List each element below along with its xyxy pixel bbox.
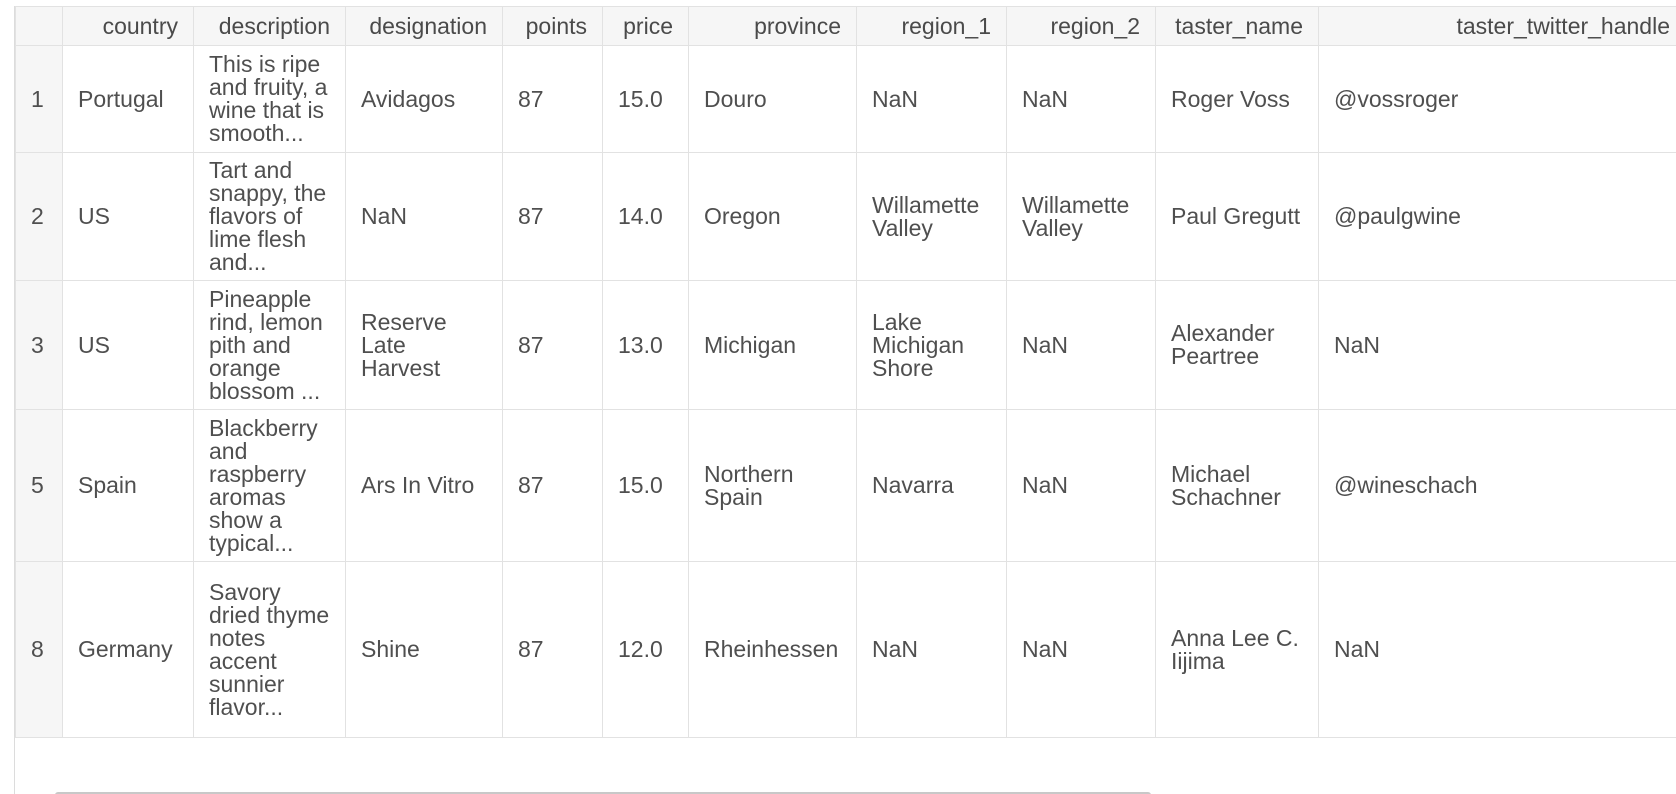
cell-taster-twitter-handle: @wineschach bbox=[1318, 409, 1676, 562]
cell-taster-twitter-handle: @vossroger bbox=[1318, 45, 1676, 153]
cell-taster-name: Anna Lee C. Iijima bbox=[1155, 561, 1319, 738]
column-header-description[interactable]: description bbox=[193, 6, 346, 46]
cell-region-1: Navarra bbox=[856, 409, 1007, 562]
cell-country: US bbox=[62, 152, 194, 281]
cell-region-1: Willamette Valley bbox=[856, 152, 1007, 281]
column-header-region-2[interactable]: region_2 bbox=[1006, 6, 1156, 46]
cell-province: Northern Spain bbox=[688, 409, 857, 562]
cell-description: Savory dried thyme notes accent sunnier … bbox=[193, 561, 346, 738]
column-header-price[interactable]: price bbox=[602, 6, 689, 46]
column-header-designation[interactable]: designation bbox=[345, 6, 503, 46]
cell-taster-twitter-handle: @paulgwine bbox=[1318, 152, 1676, 281]
cell-price: 13.0 bbox=[602, 280, 689, 410]
cell-province: Rheinhessen bbox=[688, 561, 857, 738]
row-index: 2 bbox=[15, 152, 63, 281]
cell-points: 87 bbox=[502, 45, 603, 153]
cell-points: 87 bbox=[502, 561, 603, 738]
cell-designation: NaN bbox=[345, 152, 503, 281]
cell-province: Douro bbox=[688, 45, 857, 153]
header-row: country description designation points p… bbox=[15, 6, 1676, 46]
dataframe-table: country description designation points p… bbox=[15, 6, 1676, 738]
cell-points: 87 bbox=[502, 409, 603, 562]
table-row: 5 Spain Blackberry and raspberry aromas … bbox=[15, 409, 1676, 562]
horizontal-scrollbar[interactable] bbox=[55, 792, 1151, 794]
column-header-taster-twitter-handle[interactable]: taster_twitter_handle bbox=[1318, 6, 1676, 46]
cell-points: 87 bbox=[502, 280, 603, 410]
cell-country: Germany bbox=[62, 561, 194, 738]
row-index: 1 bbox=[15, 45, 63, 153]
column-header-country[interactable]: country bbox=[62, 6, 194, 46]
cell-price: 14.0 bbox=[602, 152, 689, 281]
cell-designation: Shine bbox=[345, 561, 503, 738]
cell-region-2: NaN bbox=[1006, 280, 1156, 410]
row-index: 3 bbox=[15, 280, 63, 410]
cell-designation: Reserve Late Harvest bbox=[345, 280, 503, 410]
cell-country: Portugal bbox=[62, 45, 194, 153]
cell-region-2: Willamette Valley bbox=[1006, 152, 1156, 281]
cell-region-1: NaN bbox=[856, 561, 1007, 738]
cell-region-2: NaN bbox=[1006, 409, 1156, 562]
table-row: 1 Portugal This is ripe and fruity, a wi… bbox=[15, 45, 1676, 153]
row-index: 8 bbox=[15, 561, 63, 738]
dataframe-view: country description designation points p… bbox=[14, 6, 1676, 794]
column-header-province[interactable]: province bbox=[688, 6, 857, 46]
cell-taster-twitter-handle: NaN bbox=[1318, 561, 1676, 738]
cell-taster-twitter-handle: NaN bbox=[1318, 280, 1676, 410]
cell-region-2: NaN bbox=[1006, 561, 1156, 738]
cell-price: 15.0 bbox=[602, 409, 689, 562]
cell-description: Blackberry and raspberry aromas show a t… bbox=[193, 409, 346, 562]
column-header-region-1[interactable]: region_1 bbox=[856, 6, 1007, 46]
row-index: 5 bbox=[15, 409, 63, 562]
table-row: 2 US Tart and snappy, the flavors of lim… bbox=[15, 152, 1676, 281]
index-header bbox=[15, 6, 63, 46]
cell-region-1: Lake Michigan Shore bbox=[856, 280, 1007, 410]
cell-taster-name: Michael Schachner bbox=[1155, 409, 1319, 562]
cell-taster-name: Alexander Peartree bbox=[1155, 280, 1319, 410]
cell-designation: Avidagos bbox=[345, 45, 503, 153]
cell-designation: Ars In Vitro bbox=[345, 409, 503, 562]
cell-taster-name: Roger Voss bbox=[1155, 45, 1319, 153]
cell-country: US bbox=[62, 280, 194, 410]
column-header-taster-name[interactable]: taster_name bbox=[1155, 6, 1319, 46]
cell-region-1: NaN bbox=[856, 45, 1007, 153]
table-row: 3 US Pineapple rind, lemon pith and oran… bbox=[15, 280, 1676, 410]
cell-region-2: NaN bbox=[1006, 45, 1156, 153]
cell-price: 12.0 bbox=[602, 561, 689, 738]
cell-province: Oregon bbox=[688, 152, 857, 281]
cell-description: This is ripe and fruity, a wine that is … bbox=[193, 45, 346, 153]
cell-points: 87 bbox=[502, 152, 603, 281]
cell-description: Tart and snappy, the flavors of lime fle… bbox=[193, 152, 346, 281]
cell-taster-name: Paul Gregutt bbox=[1155, 152, 1319, 281]
cell-description: Pineapple rind, lemon pith and orange bl… bbox=[193, 280, 346, 410]
table-row: 8 Germany Savory dried thyme notes accen… bbox=[15, 561, 1676, 738]
column-header-points[interactable]: points bbox=[502, 6, 603, 46]
cell-country: Spain bbox=[62, 409, 194, 562]
cell-price: 15.0 bbox=[602, 45, 689, 153]
cell-province: Michigan bbox=[688, 280, 857, 410]
